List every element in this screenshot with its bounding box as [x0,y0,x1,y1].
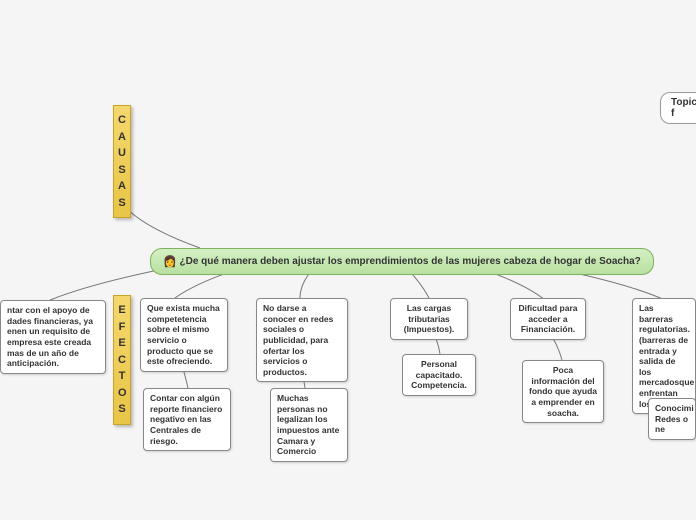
node-reporte-financiero[interactable]: Contar con algún reporte financiero nega… [143,388,231,451]
node-barreras-regulatorias[interactable]: Las barreras regulatorias. (barreras de … [632,298,696,414]
node-personal-capacitado[interactable]: Personal capacitado. Competencia. [402,354,476,396]
topic-float[interactable]: Topic f [660,92,696,124]
node-legalizan-impuestos[interactable]: Muchas personas no legalizan los impuest… [270,388,348,462]
label-causas: C A U S A S [113,105,131,218]
central-topic[interactable]: 👩 ¿De qué manera deben ajustar los empre… [150,248,654,275]
node-financieras[interactable]: ntar con el apoyo de dades financieras, … [0,300,106,374]
node-conocimiento-redes[interactable]: Conocimi Redes o ne [648,398,696,440]
emoji-icon: 👩 [163,256,177,268]
node-cargas-tributarias[interactable]: Las cargas tributarias (Impuestos). [390,298,468,340]
label-efectos: E F E C T O S [113,295,131,425]
node-poca-informacion[interactable]: Poca información del fondo que ayuda a e… [522,360,604,423]
node-redes-sociales[interactable]: No darse a conocer en redes sociales o p… [256,298,348,382]
node-dificultad-financiacion[interactable]: Dificultad para acceder a Financiación. [510,298,586,340]
central-topic-text: ¿De qué manera deben ajustar los emprend… [179,256,640,267]
mindmap-canvas: Topic f C A U S A S 👩 ¿De qué manera deb… [0,0,696,520]
node-competencia[interactable]: Que exista mucha competetencia sobre el … [140,298,228,372]
